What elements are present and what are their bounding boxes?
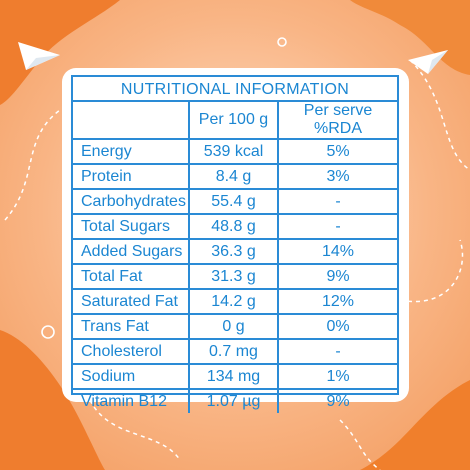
nutrient-name: Total Fat — [73, 263, 190, 290]
per-100g-value: 0.7 mg — [188, 338, 279, 365]
nutrient-name: Total Sugars — [73, 213, 190, 240]
table-row: Total Sugars 48.8 g- — [73, 213, 397, 240]
rda-value: 0% — [277, 313, 397, 340]
per-100g-value: 55.4 g — [188, 188, 279, 215]
header-nutrient — [73, 102, 190, 140]
circle-icon — [277, 37, 287, 47]
dashed-path — [339, 419, 381, 470]
nutrient-name: Carbohydrates — [73, 188, 190, 215]
table-row: Sodium 134 mg 1% — [73, 363, 397, 390]
rda-value: 1% — [277, 363, 397, 390]
circle-icon — [41, 325, 55, 339]
rda-value: - — [277, 213, 397, 240]
per-100g-value: 48.8 g — [188, 213, 279, 240]
per-100g-value: 8.4 g — [188, 163, 279, 190]
paper-plane-icon — [18, 42, 60, 70]
rda-value: 12% — [277, 288, 397, 315]
rda-value: - — [277, 338, 397, 365]
rda-value: 9% — [277, 263, 397, 290]
nutrient-name: Energy — [73, 139, 190, 165]
per-100g-value: 539 kcal — [188, 139, 279, 165]
rda-value: 14% — [277, 238, 397, 265]
rda-value: - — [277, 188, 397, 215]
per-100g-value: 134 mg — [188, 363, 279, 390]
table-header-row: Per 100 g Per serve %RDA — [73, 102, 397, 140]
header-per-100g: Per 100 g — [188, 102, 279, 140]
nutrient-name: Cholesterol — [73, 338, 190, 365]
rda-value: 3% — [277, 163, 397, 190]
nutrient-name: Added Sugars — [73, 238, 190, 265]
table-row: Saturated Fat 14.2 g 12% — [73, 288, 397, 315]
per-100g-value: 31.3 g — [188, 263, 279, 290]
nutrient-name: Saturated Fat — [73, 288, 190, 315]
table-title: NUTRITIONAL INFORMATION — [73, 77, 397, 102]
nutrient-name: Protein — [73, 163, 190, 190]
dashed-path — [409, 59, 470, 171]
dashed-path — [4, 109, 61, 221]
rda-value: 9% — [277, 388, 397, 413]
nutrient-name: Trans Fat — [73, 313, 190, 340]
header-per-serve-rda: Per serve %RDA — [277, 102, 397, 140]
table-row: Total Fat 31.3 g 9% — [73, 263, 397, 290]
blob-top-left — [0, 0, 120, 105]
table-row: Trans Fat 0 g 0% — [73, 313, 397, 340]
nutrient-name: Sodium — [73, 363, 190, 390]
rda-value: 5% — [277, 139, 397, 165]
table-row: Energy 539 kcal 5% — [73, 139, 397, 165]
table-row: Protein 8.4 g 3% — [73, 163, 397, 190]
table-row: Cholesterol 0.7 mg - — [73, 338, 397, 365]
dashed-path — [399, 239, 464, 303]
nutrient-name: Vitamin B12 — [73, 388, 190, 413]
per-100g-value: 0 g — [188, 313, 279, 340]
per-100g-value: 14.2 g — [188, 288, 279, 315]
table-row: Carbohydrates 55.4 g- — [73, 188, 397, 215]
dashed-path — [89, 399, 181, 461]
blob-bottom-right — [360, 380, 470, 470]
table-row: Vitamin B12 1.07 µg 9% — [73, 388, 397, 413]
table-row: Added Sugars 36.3 g 14% — [73, 238, 397, 265]
per-100g-value: 1.07 µg — [188, 388, 279, 413]
per-100g-value: 36.3 g — [188, 238, 279, 265]
nutrition-grid: Per 100 g Per serve %RDA Energy 539 kcal 5… — [73, 102, 397, 413]
blob-bottom-left — [0, 330, 105, 470]
nutrition-table: NUTRITIONAL INFORMATION Per 100 g Per se… — [71, 75, 399, 413]
paper-plane-icon — [408, 50, 448, 74]
